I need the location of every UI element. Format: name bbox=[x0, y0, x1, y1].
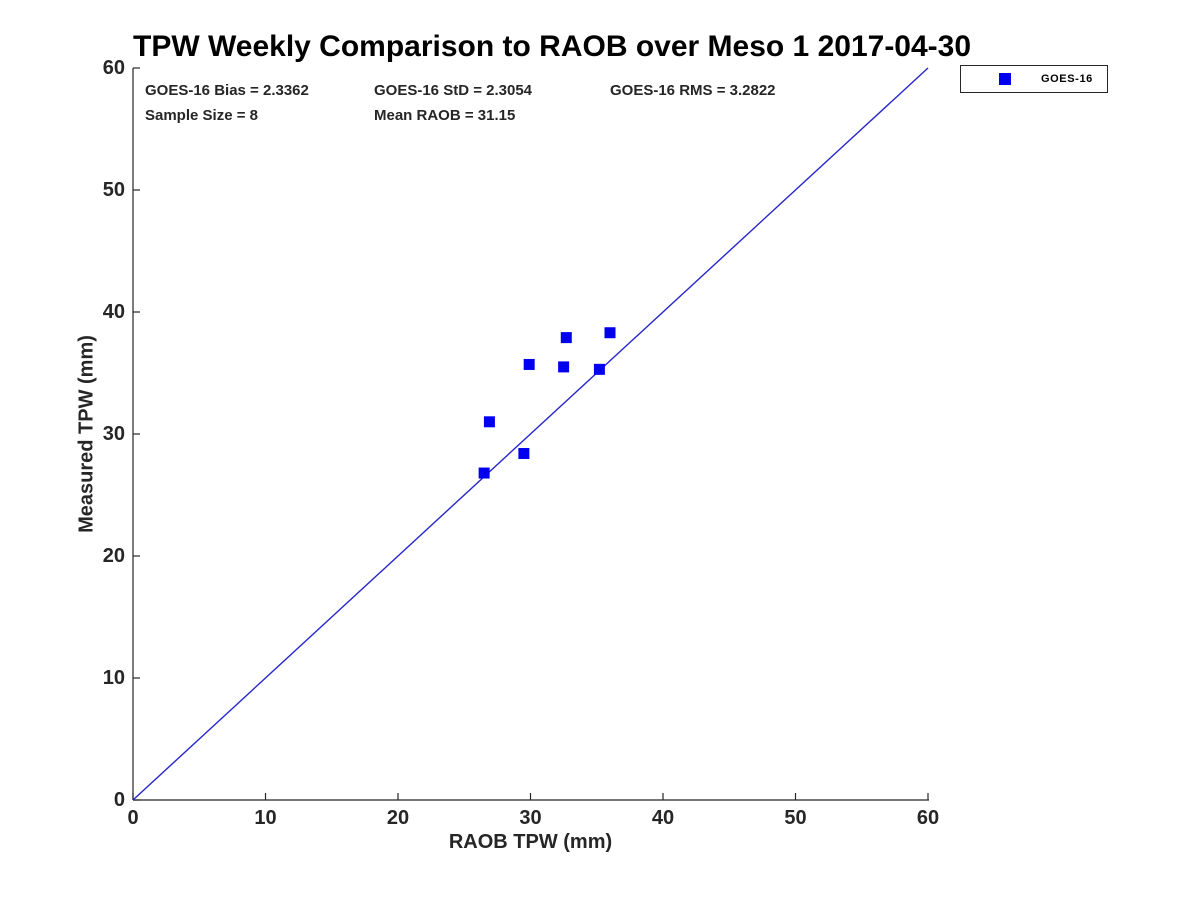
x-tick-label: 50 bbox=[784, 807, 807, 829]
x-tick-label: 0 bbox=[127, 807, 139, 829]
chart-title: TPW Weekly Comparison to RAOB over Meso … bbox=[133, 30, 972, 63]
identity-line bbox=[132, 67, 929, 801]
data-point-marker bbox=[604, 327, 616, 339]
x-axis-label: RAOB TPW (mm) bbox=[448, 831, 613, 853]
stat-rms: GOES-16 RMS = 3.2822 bbox=[610, 82, 776, 99]
data-point-marker bbox=[560, 332, 572, 344]
stat-bias: GOES-16 Bias = 2.3362 bbox=[145, 82, 309, 99]
x-tick-label: 40 bbox=[651, 807, 675, 829]
y-tick-label: 10 bbox=[102, 667, 125, 689]
stat-sample-size: Sample Size = 8 bbox=[145, 107, 258, 124]
data-point-marker bbox=[593, 363, 605, 375]
y-tick-label: 50 bbox=[102, 179, 125, 201]
data-point-marker bbox=[523, 358, 535, 370]
y-tick-label: 20 bbox=[102, 545, 125, 567]
x-tick-label: 60 bbox=[916, 807, 940, 829]
legend-label: GOES-16 bbox=[1041, 73, 1093, 85]
y-tick-label: 40 bbox=[102, 301, 125, 323]
data-point-marker bbox=[478, 467, 490, 479]
stat-std: GOES-16 StD = 2.3054 bbox=[374, 82, 532, 99]
data-point-marker bbox=[483, 416, 495, 428]
data-point-marker bbox=[518, 448, 530, 460]
x-tick-label: 10 bbox=[254, 807, 277, 829]
data-point-marker bbox=[558, 361, 570, 373]
stat-mean-raob: Mean RAOB = 31.15 bbox=[374, 107, 516, 124]
x-tick-label: 30 bbox=[519, 807, 542, 829]
y-axis-label: Measured TPW (mm) bbox=[75, 335, 98, 533]
y-tick-label: 60 bbox=[102, 57, 125, 79]
x-tick-label: 20 bbox=[386, 807, 410, 829]
legend: GOES-16 bbox=[960, 65, 1108, 93]
y-tick-label: 30 bbox=[102, 423, 125, 445]
y-tick-label: 0 bbox=[113, 789, 125, 811]
legend-marker-square-icon bbox=[999, 73, 1011, 85]
